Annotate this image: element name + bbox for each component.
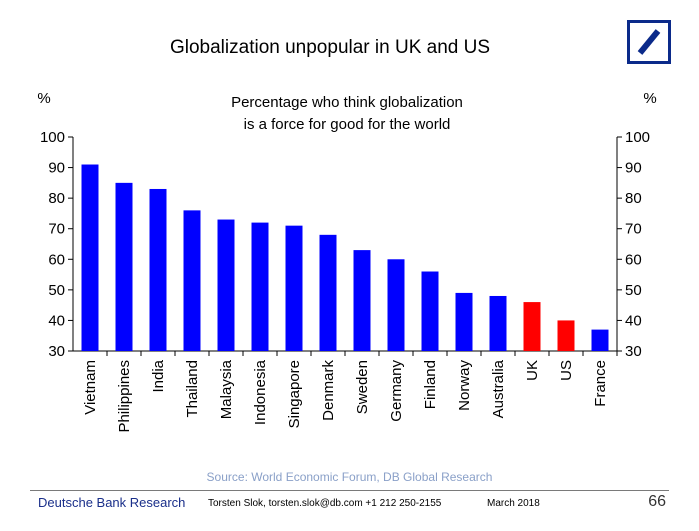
category-label: Finland <box>422 360 439 409</box>
y-tick-label-right: 100 <box>625 129 650 146</box>
y-tick-label-left: 100 <box>40 129 65 146</box>
category-label: Denmark <box>320 360 337 421</box>
y-tick-label-left: 70 <box>48 221 65 238</box>
source-note: Source: World Economic Forum, DB Global … <box>206 470 493 484</box>
bar-indonesia <box>251 222 269 351</box>
y-axis-right-unit: % <box>643 90 656 107</box>
chart-subtitle: Percentage who think globalization is a f… <box>231 94 463 133</box>
category-label: India <box>150 359 167 392</box>
category-label: Sweden <box>354 360 371 414</box>
y-tick-label-left: 30 <box>48 343 65 360</box>
category-label: Norway <box>456 360 473 411</box>
bar-chart: Percentage who think globalization is a f… <box>37 90 656 433</box>
y-tick-label-left: 60 <box>48 251 65 268</box>
category-label: Thailand <box>184 360 201 418</box>
y-axis-left-unit: % <box>37 90 50 107</box>
y-tick-label-left: 40 <box>48 312 65 329</box>
bar-philippines <box>115 182 133 351</box>
bar-vietnam <box>81 164 99 351</box>
y-tick-label-right: 90 <box>625 160 642 177</box>
category-label: Germany <box>388 360 405 422</box>
category-label: Philippines <box>116 360 133 433</box>
bar-sweden <box>353 250 371 351</box>
chart-bars <box>81 164 609 351</box>
footer-author: Torsten Slok, torsten.slok@db.com +1 212… <box>208 498 442 509</box>
chart-title: Globalization unpopular in UK and US <box>169 37 491 58</box>
bar-singapore <box>285 225 303 351</box>
y-tick-label-right: 30 <box>625 343 642 360</box>
y-tick-label-right: 40 <box>625 312 642 329</box>
footer-date: March 2018 <box>487 498 540 509</box>
bar-india <box>149 188 167 351</box>
category-label: UK <box>524 360 541 381</box>
bar-us <box>557 320 575 351</box>
category-label: Malaysia <box>218 359 235 419</box>
category-label: Australia <box>490 359 507 418</box>
bar-finland <box>421 271 439 351</box>
y-tick-label-right: 50 <box>625 282 642 299</box>
logo-slash-icon <box>637 29 661 55</box>
y-tick-label-left: 90 <box>48 160 65 177</box>
page-number: 66 <box>648 493 666 510</box>
category-label: Vietnam <box>82 360 99 415</box>
category-label: US <box>558 360 575 381</box>
bar-australia <box>489 295 507 351</box>
chart-subtitle-line: is a force for good for the world <box>244 116 451 133</box>
chart-subtitle-line: Percentage who think globalization <box>231 94 463 111</box>
category-label: France <box>592 360 609 407</box>
category-labels: Vietnam Philippines India Thailand Malaysia I… <box>82 359 609 432</box>
footer-divider <box>30 490 669 491</box>
y-tick-label-right: 70 <box>625 221 642 238</box>
footer-brand: Deutsche Bank Research <box>38 495 186 510</box>
deutsche-bank-logo <box>627 20 671 64</box>
y-tick-label-left: 50 <box>48 282 65 299</box>
y-tick-label-right: 80 <box>625 190 642 207</box>
y-tick-label-right: 60 <box>625 251 642 268</box>
category-label: Indonesia <box>252 359 269 425</box>
bar-uk <box>523 302 541 351</box>
bar-denmark <box>319 234 337 351</box>
y-tick-label-left: 80 <box>48 190 65 207</box>
bar-thailand <box>183 210 201 351</box>
bar-france <box>591 329 609 351</box>
category-label: Singapore <box>286 360 303 428</box>
axis-unit-labels: %% <box>37 90 656 107</box>
bar-germany <box>387 259 405 351</box>
bar-malaysia <box>217 219 235 351</box>
bar-norway <box>455 292 473 351</box>
